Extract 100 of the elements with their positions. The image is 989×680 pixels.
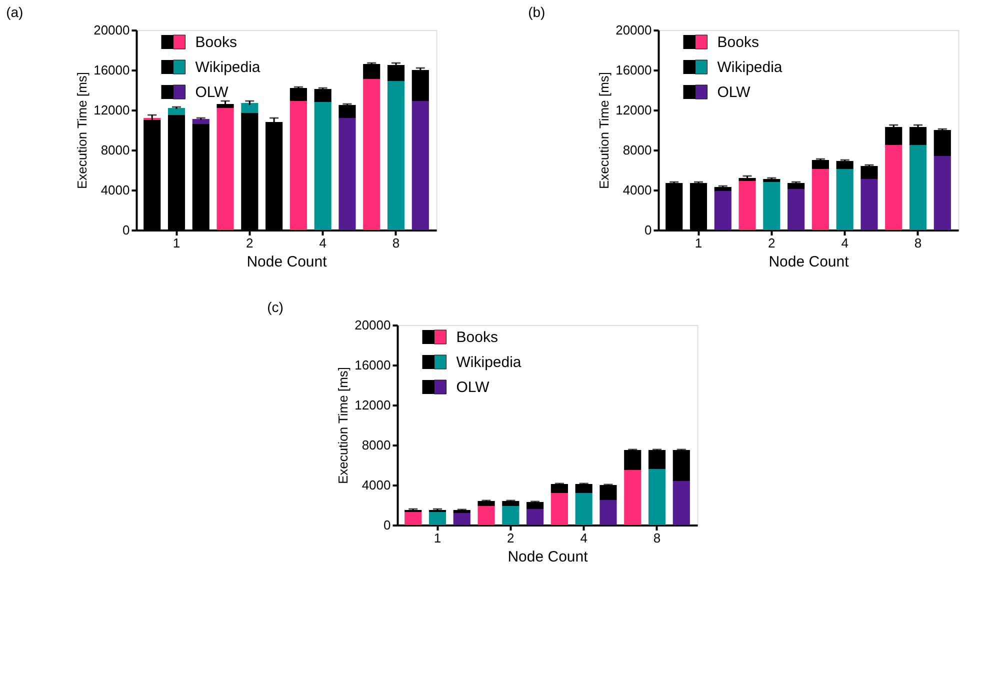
x-tick-label: 8: [914, 236, 922, 250]
bar: [363, 64, 380, 79]
x-tick-label: 1: [172, 236, 180, 250]
x-tick-label: 1: [694, 236, 702, 250]
y-tick-label: 0: [122, 222, 130, 238]
y-tick-label: 20000: [616, 22, 652, 38]
y-tick-label: 12000: [94, 102, 130, 118]
y-tick-label: 8000: [100, 142, 130, 158]
y-tick-label: 4000: [100, 182, 130, 198]
bar: [338, 105, 356, 118]
bar: [672, 481, 690, 525]
bar: [812, 169, 829, 230]
y-tick-label: 0: [384, 518, 391, 532]
legend-label: Wikipedia: [717, 59, 783, 76]
x-tick-label: 2: [768, 236, 776, 250]
legend-label: Books: [195, 34, 237, 51]
legend-label: Books: [717, 34, 759, 51]
bar: [763, 179, 780, 182]
x-tick-label: 4: [841, 236, 848, 250]
bar: [314, 102, 332, 230]
bar: [502, 506, 520, 525]
x-tick-label: 2: [507, 530, 514, 546]
bar: [453, 510, 470, 513]
bar: [478, 506, 495, 525]
y-tick-label: 0: [644, 222, 652, 238]
bar: [763, 182, 780, 230]
y-tick-label: 16000: [94, 62, 130, 78]
bar: [404, 512, 422, 525]
bar: [526, 509, 544, 525]
bar: [648, 450, 666, 469]
x-axis-title: Node Count: [508, 548, 589, 566]
bar: [600, 500, 617, 525]
y-axis-title: Execution Time [ms]: [596, 72, 612, 190]
bar: [836, 161, 854, 169]
bar: [216, 108, 234, 230]
y-tick-label: 16000: [616, 62, 652, 78]
y-tick-label: 8000: [622, 142, 652, 158]
bar: [550, 484, 568, 493]
x-axis-title: Node Count: [246, 254, 328, 270]
x-tick-label: 8: [653, 530, 661, 546]
bar: [192, 119, 210, 124]
x-tick-label: 1: [434, 530, 442, 546]
bar: [624, 470, 642, 525]
bar: [550, 493, 568, 525]
bar: [934, 156, 951, 230]
x-axis-title: Node Count: [768, 254, 850, 270]
y-tick-label: 20000: [354, 318, 391, 332]
legend-label: Wikipedia: [456, 354, 522, 371]
bar: [412, 101, 429, 230]
bar: [909, 145, 927, 230]
text: (a): [6, 4, 24, 20]
bar: [478, 501, 495, 506]
y-tick-label: 12000: [616, 102, 652, 118]
bar: [575, 493, 592, 525]
bar: [575, 484, 592, 493]
bar: [428, 512, 446, 525]
x-tick-label: 2: [246, 236, 254, 250]
bar: [860, 166, 878, 179]
legend-label: Books: [456, 329, 498, 346]
y-tick-label: 4000: [622, 182, 652, 198]
y-tick-label: 4000: [362, 478, 391, 492]
bar: [738, 181, 756, 230]
bar: [836, 169, 854, 230]
bar: [934, 130, 951, 156]
bar: [812, 160, 829, 169]
bar: [788, 183, 805, 189]
bar: [526, 502, 544, 509]
bar: [788, 189, 805, 230]
bar: [624, 450, 642, 470]
bar: [338, 118, 356, 230]
legend-label: OLW: [717, 84, 752, 101]
bar: [502, 501, 520, 506]
bar: [860, 179, 878, 230]
bar: [314, 89, 332, 102]
y-tick-label: 16000: [354, 358, 391, 372]
x-tick-label: 4: [580, 530, 588, 546]
legend-label: OLW: [456, 379, 490, 396]
y-tick-label: 8000: [362, 438, 391, 452]
bar: [363, 79, 380, 230]
bar: [168, 108, 186, 115]
y-axis-title: Execution Time [ms]: [336, 366, 351, 484]
y-tick-label: 12000: [354, 398, 391, 412]
bar: [714, 191, 732, 230]
bar: [290, 88, 307, 101]
text: (c): [267, 299, 284, 315]
bar: [453, 513, 470, 525]
bar: [290, 101, 307, 230]
y-tick-label: 20000: [94, 22, 130, 38]
bar: [714, 187, 732, 191]
text: (b): [528, 4, 546, 20]
bar: [648, 469, 666, 525]
x-tick-label: 8: [392, 236, 400, 250]
legend-label: OLW: [195, 84, 230, 101]
bar: [885, 145, 902, 230]
bar: [600, 485, 617, 500]
bar: [387, 81, 405, 230]
x-tick-label: 4: [319, 236, 326, 250]
bar: [672, 450, 690, 481]
bar: [216, 104, 234, 108]
legend-label: Wikipedia: [195, 59, 261, 76]
